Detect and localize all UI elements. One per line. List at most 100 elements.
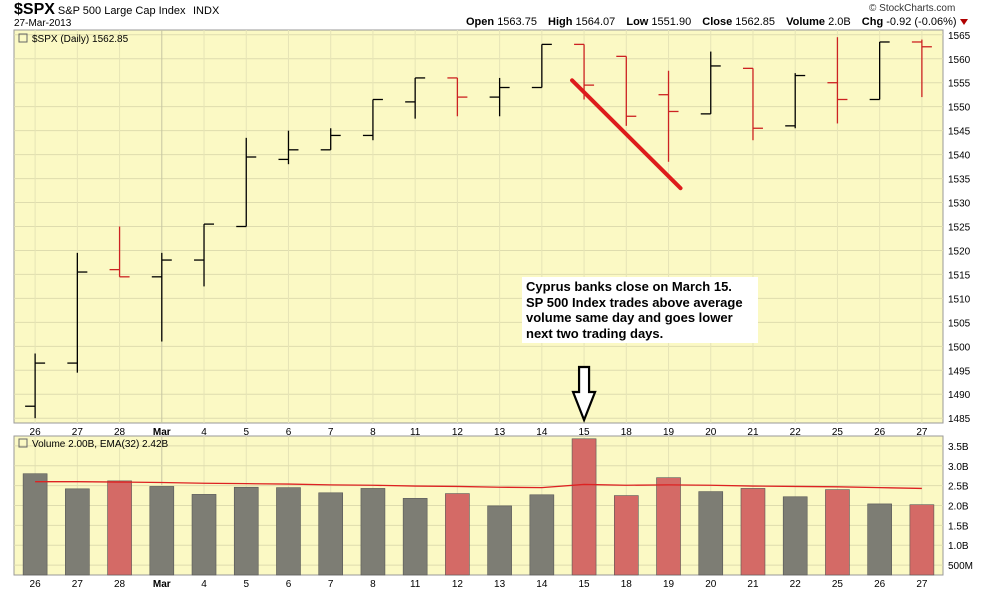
high-label: High: [548, 16, 573, 28]
price-x-tick-label: 20: [705, 427, 717, 438]
volume-bar: [402, 498, 428, 576]
ohlc-bar: [911, 39, 932, 98]
price-x-tick-label: 19: [663, 427, 675, 438]
volume-bar: [782, 496, 808, 576]
volume-x-tick-label: 27: [72, 579, 84, 590]
volume-x-tick-label: 28: [114, 579, 126, 590]
chart-symbol: $SPX S&P 500 Large Cap Index INDX: [14, 1, 219, 19]
volume-x-tick-label: 26: [874, 579, 886, 590]
volume-bar: [529, 494, 555, 576]
price-x-tick-label: 5: [243, 427, 249, 438]
volume-bar: [740, 488, 766, 576]
volume-bar: [825, 489, 850, 576]
ohlc-bar: [109, 226, 130, 278]
stockcharts-logo[interactable]: © StockCharts.com: [869, 3, 956, 14]
volume-tick-label: 500M: [948, 561, 973, 572]
ohlc-bar: [742, 67, 763, 141]
price-x-tick-label: 26: [30, 427, 42, 438]
price-x-tick-label: 27: [72, 427, 84, 438]
volume-tick-label: 2.0B: [948, 502, 969, 513]
price-x-tick-label: 7: [328, 427, 334, 438]
ohlc-bar: [405, 77, 426, 119]
price-x-tick-label: Mar: [153, 427, 171, 438]
price-tick-label: 1495: [948, 366, 971, 377]
ohlc-bar: [531, 43, 552, 89]
chart-date: 27-Mar-2013: [14, 18, 72, 29]
volume-tick-label: 3.5B: [948, 442, 969, 453]
price-x-tick-label: 6: [286, 427, 292, 438]
ohlc-bar: [320, 128, 341, 151]
volume-bar: [571, 438, 597, 576]
volume-x-tick-label: 21: [747, 579, 759, 590]
price-x-tick-label: 22: [790, 427, 802, 438]
price-tick-label: 1560: [948, 55, 971, 66]
volume-x-tick-label: 8: [370, 579, 376, 590]
volume-x-tick-label: 22: [790, 579, 802, 590]
price-x-tick-label: 21: [747, 427, 759, 438]
volume-x-tick-label: 19: [663, 579, 675, 590]
ohlc-bar: [616, 55, 637, 126]
annotation-line-2: SP 500 Index trades above average: [526, 294, 743, 310]
annotation-line-1: Cyprus banks close on March 15.: [526, 279, 732, 294]
price-tick-label: 1545: [948, 127, 971, 138]
price-x-tick-label: 28: [114, 427, 126, 438]
volume-tick-label: 3.0B: [948, 462, 969, 473]
price-x-tick-label: 25: [832, 427, 844, 438]
high-value: 1564.07: [575, 16, 616, 28]
price-legend: $SPX (Daily) 1562.85: [32, 34, 129, 45]
ohlc-bar: [700, 51, 721, 115]
volume-x-tick-label: 13: [494, 579, 506, 590]
price-tick-label: 1540: [948, 151, 971, 162]
price-x-tick-label: 15: [579, 427, 591, 438]
volume-bar: [22, 473, 48, 576]
price-x-tick-label: 14: [536, 427, 548, 438]
ohlc-bar: [869, 41, 890, 101]
volume-ema-line: [35, 481, 922, 490]
volume-bar: [107, 480, 132, 576]
annotation-line-3: volume same day and goes lower: [526, 310, 733, 325]
down-arrow-icon: [959, 19, 968, 26]
price-x-tick-label: 27: [916, 427, 928, 438]
open-value: 1563.75: [497, 16, 537, 28]
volume-bar: [445, 493, 470, 576]
ohlc-bar: [827, 37, 848, 124]
symbol: $SPX: [14, 1, 55, 18]
trend-line: [570, 78, 683, 191]
price-tick-label: 1490: [948, 390, 971, 401]
ohlc-bar: [658, 70, 679, 162]
ohlc-bar: [362, 98, 383, 141]
chg-value: -0.92 (-0.06%): [886, 16, 957, 28]
price-tick-label: 1485: [948, 414, 971, 425]
ohlc-bar: [278, 130, 299, 165]
volume-bar: [487, 505, 512, 576]
price-tick-label: 1510: [948, 294, 971, 305]
volume-bar: [698, 491, 724, 576]
low-value: 1551.90: [651, 16, 692, 28]
ohlc-bar: [489, 77, 510, 117]
volume-bar: [360, 488, 386, 576]
ohlc-bar: [25, 353, 46, 419]
price-tick-label: 1525: [948, 223, 971, 234]
volume-bar: [656, 477, 681, 576]
close-value: 1562.85: [735, 16, 776, 28]
price-tick-label: 1515: [948, 270, 971, 281]
low-label: Low: [626, 16, 649, 28]
ohlc-bar: [236, 137, 257, 228]
volume-x-tick-label: 4: [201, 579, 207, 590]
price-x-tick-label: 13: [494, 427, 506, 438]
volume-x-tick-label: 12: [452, 579, 464, 590]
price-x-tick-label: 4: [201, 427, 207, 438]
close-label: Close: [702, 16, 733, 28]
volume-bar: [318, 492, 344, 576]
open-label: Open: [466, 16, 495, 28]
volume-x-tick-label: 27: [916, 579, 928, 590]
price-tick-label: 1535: [948, 175, 971, 186]
exchange: INDX: [193, 5, 220, 17]
price-tick-label: 1565: [948, 31, 971, 42]
down-arrow-marker: [571, 365, 597, 424]
price-tick-label: 1530: [948, 199, 971, 210]
ohlc-summary: Open 1563.75 High 1564.07 Low 1551.90 Cl…: [466, 16, 968, 28]
volume-tick-label: 1.5B: [948, 521, 969, 532]
volume-x-tick-label: 25: [832, 579, 844, 590]
